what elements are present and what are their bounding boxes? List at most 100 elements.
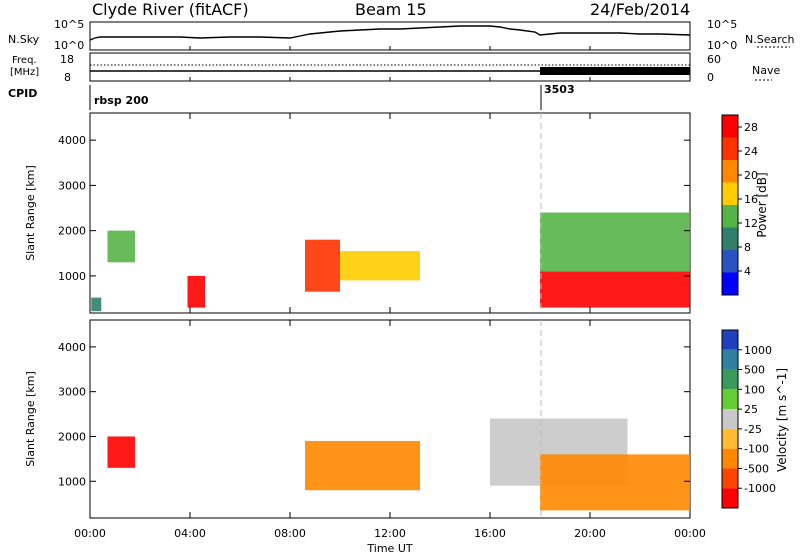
velocity-region-1 (305, 440, 420, 491)
velocity-ytick-label-1: 2000 (58, 430, 86, 443)
velocity-ytick-label-2: 3000 (58, 386, 86, 399)
power-colorbar-label: Power [dB] (755, 172, 769, 237)
nsearch-tick-top: 10^5 (707, 18, 737, 31)
xtick-label-6: 00:00 (674, 527, 706, 540)
station-title: Clyde River (fitACF) (92, 0, 249, 19)
power-region-1 (107, 230, 135, 263)
power-region-5 (540, 271, 690, 308)
power-ytick-label-2: 3000 (58, 179, 86, 192)
velocity-panel: 1000 2000 3000 4000 Slant Range [km] (24, 319, 691, 519)
xtick-label-2: 08:00 (274, 527, 306, 540)
beam-title: Beam 15 (355, 0, 427, 19)
xtick-label-0: 00:00 (74, 527, 106, 540)
freq-label-1: Freq. (12, 55, 37, 66)
power-panel: 1000 2000 3000 4000 Slant Range [km] (24, 112, 691, 314)
power-ytick-label-1: 2000 (58, 225, 86, 238)
xtick-label-5: 20:00 (574, 527, 606, 540)
velocity-cbar-tick-label-2: 100 (744, 383, 765, 396)
power-colorbar-ticks: 4 8 12 16 20 24 28 (738, 121, 758, 278)
power-region-2 (187, 275, 205, 308)
freq-label-2: [MHz] (10, 67, 39, 78)
velocity-ytick-label-0: 1000 (58, 475, 86, 488)
nave-tick-top: 60 (707, 53, 721, 66)
velocity-colorbar-label: Velocity [m s^-1] (775, 368, 789, 472)
velocity-cbar-band-0 (722, 330, 738, 350)
freq-tick-bottom: 8 (64, 71, 71, 84)
power-region-0 (91, 297, 102, 312)
velocity-colorbar-frame (721, 329, 739, 509)
velocity-cbar-band-3 (722, 389, 738, 410)
velocity-colorbar-swatches (722, 330, 738, 508)
velocity-cbar-tick-label-7: -1000 (744, 482, 776, 495)
nave-tick-bottom: 0 (707, 71, 714, 84)
power-cbar-band-0 (722, 272, 738, 295)
power-colorbar: 4 8 12 16 20 24 28 Power [dB] (721, 114, 769, 296)
velocity-cbar-tick-label-0: 1000 (744, 344, 772, 357)
power-cbar-band-6 (722, 137, 738, 160)
cpid-segment-1: rbsp 200 (94, 94, 149, 107)
xtick-label-3: 12:00 (374, 527, 406, 540)
power-cbar-band-7 (722, 115, 738, 138)
cpid-label: CPID (8, 87, 37, 100)
nsky-tick-top: 10^5 (54, 18, 84, 31)
velocity-colorbar: 1000 500 100 25 -25 -100 -500 -1000 Velocity [m… (721, 329, 789, 509)
velocity-region-3 (540, 454, 690, 511)
nave-label: Nave (752, 64, 780, 77)
nsearch-tick-bottom: 10^0 (707, 39, 737, 52)
power-region-6 (540, 212, 690, 272)
time-axis-label: Time UT (366, 542, 412, 554)
power-cbar-tick-label-0: 4 (744, 265, 751, 278)
velocity-cbar-band-4 (722, 409, 738, 429)
power-data-layer (91, 212, 690, 312)
velocity-region-0 (107, 436, 135, 468)
velocity-cbar-band-7 (722, 468, 738, 489)
power-ytick-label-3: 4000 (58, 134, 86, 147)
velocity-ylabel: Slant Range [km] (24, 371, 37, 467)
power-ylabel: Slant Range [km] (24, 165, 37, 261)
date-title: 24/Feb/2014 (590, 0, 690, 19)
power-cbar-band-1 (722, 250, 738, 273)
power-cbar-band-5 (722, 160, 738, 183)
xtick-label-1: 04:00 (174, 527, 206, 540)
velocity-cbar-band-6 (722, 448, 738, 469)
nsky-panel (89, 21, 691, 51)
power-y-axis: 1000 2000 3000 4000 (58, 134, 690, 283)
power-cbar-band-3 (722, 205, 738, 228)
time-axis: 00:00 04:00 08:00 12:00 16:00 20:00 00:00 (74, 46, 706, 540)
velocity-y-axis: 1000 2000 3000 4000 (58, 341, 690, 488)
nsky-label: N.Sky (8, 33, 40, 46)
freq-dense-block (540, 67, 690, 75)
power-cbar-tick-label-6: 28 (744, 121, 758, 134)
nsky-trace (89, 25, 691, 41)
cpid-segment-2: 3503 (544, 83, 575, 96)
power-cbar-tick-label-1: 8 (744, 241, 751, 254)
velocity-cbar-band-8 (722, 488, 738, 508)
velocity-cbar-tick-label-5: -100 (744, 443, 769, 456)
power-cbar-tick-label-4: 20 (744, 169, 758, 182)
power-cbar-band-2 (722, 227, 738, 250)
nsearch-label: N.Search (745, 33, 795, 46)
power-cbar-tick-label-2: 12 (744, 217, 758, 230)
power-ytick-label-0: 1000 (58, 270, 86, 283)
velocity-cbar-tick-label-3: 25 (744, 403, 758, 416)
power-cbar-band-4 (722, 182, 738, 205)
velocity-colorbar-ticks: 1000 500 100 25 -25 -100 -500 -1000 (738, 344, 776, 495)
freq-tick-top: 18 (60, 53, 74, 66)
velocity-data-layer (107, 418, 690, 511)
power-colorbar-swatches (722, 115, 738, 295)
power-colorbar-frame (721, 114, 739, 296)
velocity-cbar-band-2 (722, 369, 738, 390)
velocity-cbar-tick-label-4: -25 (744, 423, 762, 436)
velocity-cbar-tick-label-1: 500 (744, 364, 765, 377)
velocity-cbar-band-1 (722, 349, 738, 370)
velocity-cbar-tick-label-6: -500 (744, 462, 769, 475)
power-cbar-tick-label-5: 24 (744, 145, 758, 158)
power-cbar-tick-label-3: 16 (744, 193, 758, 206)
power-region-3 (305, 239, 340, 292)
velocity-ytick-label-3: 4000 (58, 341, 86, 354)
nsky-tick-bottom: 10^0 (54, 39, 84, 52)
power-region-4 (340, 251, 420, 281)
velocity-cbar-band-5 (722, 428, 738, 449)
xtick-label-4: 16:00 (474, 527, 506, 540)
